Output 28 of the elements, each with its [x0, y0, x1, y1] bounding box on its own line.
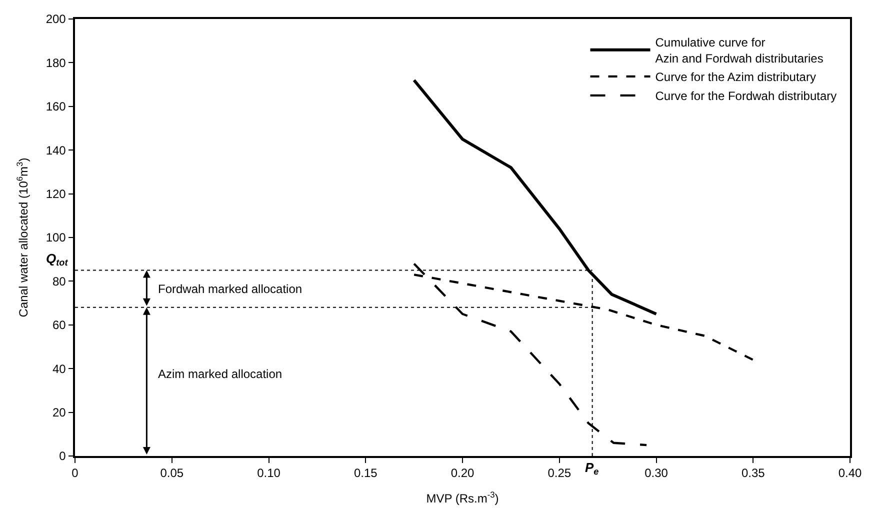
legend-label: Curve for the Azim distributary: [655, 70, 816, 84]
ref-line-label: P$_{e}$: [585, 460, 599, 477]
x-tick-label: 0.20: [450, 466, 474, 480]
y-tick-label: 100: [46, 230, 66, 245]
x-tick-label: 0.15: [354, 466, 378, 480]
y-tick-label: 180: [46, 56, 66, 70]
y-tick-label: 0: [59, 449, 66, 464]
y-tick-label: 120: [46, 187, 66, 201]
y-tick-label: 20: [52, 406, 66, 420]
x-tick-label: 0.25: [548, 466, 572, 480]
y-tick-label: 140: [46, 143, 66, 158]
y-tick-label: 200: [46, 12, 66, 26]
y-tick-label: 40: [52, 362, 66, 376]
x-tick-label: 0.35: [741, 466, 766, 480]
annotation: Azim marked allocation: [158, 367, 282, 381]
x-tick-label: 0.05: [160, 466, 184, 480]
x-tick-label: 0: [72, 466, 79, 480]
y-tick-label: 160: [46, 100, 66, 114]
x-tick-label: 0.40: [838, 466, 862, 480]
y-tick-label: 60: [52, 318, 66, 332]
annotation: Fordwah marked allocation: [158, 282, 302, 296]
legend-label: Cumulative curve for Azin and Fordwah distributaries: [655, 36, 824, 66]
x-tick-label: 0.30: [644, 466, 668, 480]
x-tick-label: 0.10: [257, 466, 281, 480]
x-axis-title: MVP (Rs.m$^{-3}$): [426, 490, 499, 506]
y-tick-label: 80: [52, 274, 66, 288]
ref-line-label: Q$_{tot}$: [46, 251, 69, 268]
legend-label: Curve for the Fordwah distributary: [655, 89, 837, 104]
